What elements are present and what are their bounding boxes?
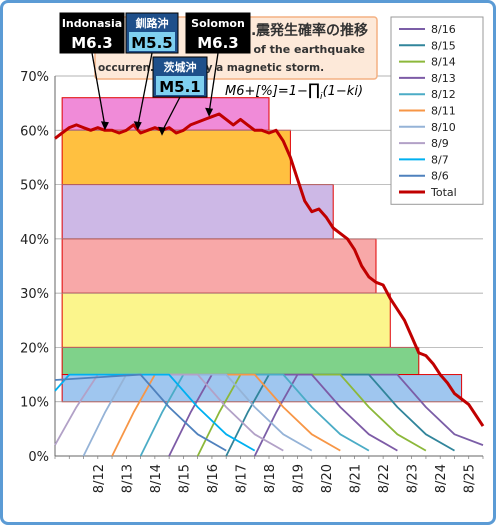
x-tick-label: 8/12	[92, 464, 107, 493]
x-axis: 8/12 8/13 8/14 8/15 8/16 8/17 8/18 8/19 8/20 8/21…	[54, 455, 484, 493]
x-tick-label: 8/14	[149, 464, 164, 493]
formula: M6+[%]=1−∏i(1−ki)	[225, 80, 363, 102]
chart-subtitle-line-2: occurren… bility by a magnetic storm.	[98, 62, 324, 74]
legend-entry: 8/11	[431, 105, 456, 118]
x-tick-label: 8/17	[234, 464, 249, 493]
series-line-8-9	[54, 373, 284, 452]
annotation-arrow	[91, 52, 106, 127]
y-tick-label: 70%	[20, 70, 49, 85]
legend-entry: 8/16	[431, 23, 456, 36]
legend-entry: 8/10	[431, 121, 456, 134]
annotation-arrow	[137, 52, 153, 127]
x-tick-label: 8/22	[377, 464, 392, 493]
y-tick-label: 60%	[20, 124, 49, 139]
annotation-magnitude: M6.3	[197, 34, 239, 52]
legend-entry: 8/7	[431, 153, 449, 166]
annotation-place: Indonasia	[62, 17, 122, 30]
y-tick-label: 30%	[20, 287, 49, 302]
annotation-magnitude: M5.1	[159, 78, 201, 96]
annotation-1: 釧路沖 M5.5	[125, 12, 179, 131]
annotation-magnitude: M6.3	[71, 34, 113, 52]
y-tick-label: 40%	[20, 233, 49, 248]
chart-title: …震発生確率の推移	[242, 22, 368, 39]
annotations: Indonasia M6.3 釧路沖 M5.5 茨城沖 M5.1 Solomon M6.3	[59, 12, 251, 136]
legend-entry: 8/12	[431, 88, 456, 101]
series-line-8-15	[225, 373, 455, 457]
series-line-8-13	[168, 373, 398, 457]
series-line-8-11	[111, 373, 341, 457]
x-tick-label: 8/23	[406, 464, 421, 493]
band-1	[61, 129, 291, 186]
band-layer	[61, 97, 463, 403]
x-tick-label: 8/19	[292, 464, 307, 493]
legend-entry: 8/15	[431, 39, 456, 52]
annotation-0: Indonasia M6.3	[59, 12, 125, 131]
band-5	[61, 346, 420, 376]
x-tick-label: 8/20	[320, 464, 335, 493]
annotation-magnitude: M5.5	[131, 34, 173, 52]
x-tick-label: 8/24	[434, 464, 449, 493]
legend-entry: 8/6	[431, 170, 449, 183]
x-tick-label: 8/15	[177, 464, 192, 493]
x-tick-label: 8/16	[206, 464, 221, 493]
x-tick-label: 8/18	[263, 464, 278, 493]
legend-entry: Total	[430, 186, 457, 199]
annotation-place: 釧路沖	[135, 16, 169, 30]
y-tick-label: 50%	[20, 179, 49, 194]
series-line-8-12	[139, 373, 370, 457]
probability-chart: 0% 10% 20% 30% 40% 50% 60% 70% 8/12 8/13 8/14 8/15…	[20, 12, 485, 493]
series-line-8-7	[54, 373, 256, 452]
band-3	[61, 238, 377, 294]
series-line-8-6	[54, 373, 227, 452]
band-4	[61, 292, 391, 348]
series-line-8-10	[82, 373, 313, 457]
legend-entry: 8/9	[431, 137, 449, 150]
series-line-8-16	[253, 373, 484, 457]
chart-subtitle-line-1: … of the earthquake	[239, 43, 365, 56]
legend-entry: 8/13	[431, 72, 456, 85]
annotation-place: 茨城沖	[164, 60, 197, 74]
series-line-8-14	[196, 373, 427, 457]
y-tick-label: 10%	[20, 396, 49, 411]
annotation-3: Solomon M6.3	[185, 12, 251, 117]
x-tick-label: 8/21	[349, 464, 364, 493]
x-tick-label: 8/25	[463, 464, 478, 493]
x-tick-label: 8/13	[120, 464, 135, 493]
band-2	[61, 184, 334, 240]
series-line-total	[54, 112, 485, 427]
annotation-2: 茨城沖 M5.1	[152, 56, 208, 136]
y-tick-label: 0%	[28, 450, 49, 465]
series-lines	[54, 112, 485, 457]
y-tick-label: 20%	[20, 341, 49, 356]
y-axis: 0% 10% 20% 30% 40% 50% 60% 70%	[20, 70, 56, 465]
legend: 8/16 8/15 8/14 8/13 8/12 8/11 8/10 8/9 8/7 8/6 Tot…	[390, 16, 484, 205]
legend-entry: 8/14	[431, 56, 456, 69]
annotation-arrow	[208, 52, 219, 113]
annotation-place: Solomon	[191, 17, 245, 30]
annotation-arrow	[161, 96, 181, 133]
